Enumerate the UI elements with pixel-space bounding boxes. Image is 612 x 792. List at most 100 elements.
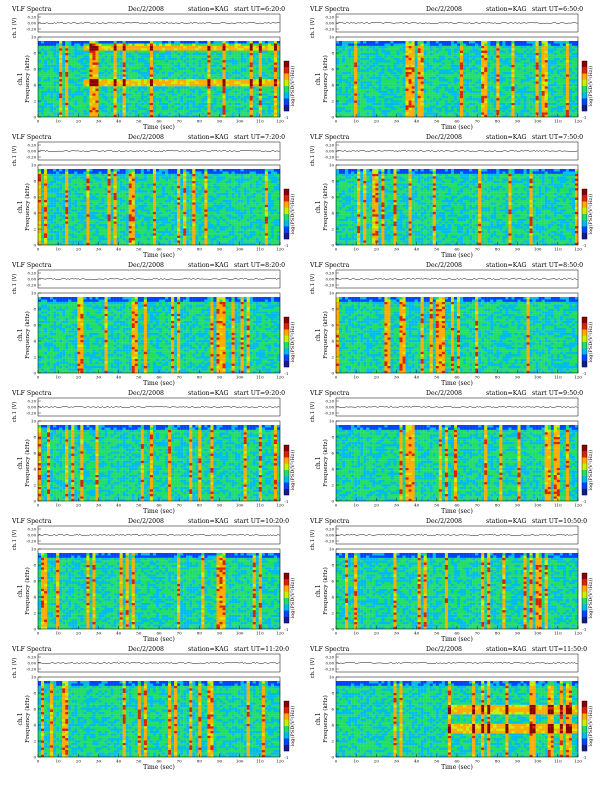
time-tick-label: 90 — [217, 247, 223, 252]
freq-tick-label: 10 — [31, 547, 37, 552]
colorbar-label: log(PSD(V²/Hz)) — [289, 450, 296, 491]
time-tick-label: 30 — [96, 247, 102, 252]
time-tick-label: 30 — [96, 759, 102, 764]
time-tick-label: 120 — [276, 759, 284, 764]
spectrogram-panel: VLF Spectra Dec/2/2008 station=KAG start UT… — [306, 516, 596, 644]
time-tick-label: 0 — [37, 631, 40, 636]
freq-tick-label: 4 — [33, 339, 36, 344]
colorbar-segment — [284, 323, 289, 330]
time-tick-label: 80 — [495, 375, 501, 380]
panel-title: VLF Spectra — [11, 262, 52, 269]
time-tick-label: 60 — [454, 759, 460, 764]
time-tick-label: 50 — [136, 375, 142, 380]
colorbar-segment — [284, 713, 289, 720]
spectrogram-svg: VLF Spectra Dec/2/2008 station=KAG start UT… — [11, 518, 296, 643]
time-tick-label: 80 — [197, 503, 203, 508]
time-tick-label: 70 — [475, 247, 481, 252]
time-tick-label: 30 — [96, 631, 102, 636]
time-tick-label: 110 — [256, 247, 264, 252]
spectrogram-svg: VLF Spectra Dec/2/2008 station=KAG start UT… — [309, 6, 594, 131]
panel-date: Dec/2/2008 — [128, 262, 164, 269]
time-axis-label: Time (sec) — [441, 252, 473, 259]
freq-axis-label-ch: ch.1 — [315, 457, 322, 470]
colorbar-segment — [284, 573, 289, 580]
colorbar-tick: -1 — [285, 627, 289, 632]
time-tick-label: 50 — [434, 503, 440, 508]
time-tick-label: 80 — [197, 247, 203, 252]
timeseries-ytick: 0.00 — [28, 533, 37, 538]
colorbar-segment — [582, 744, 587, 752]
timeseries-ytick: 0.20 — [326, 399, 335, 404]
time-tick-label: 90 — [217, 503, 223, 508]
panel-start-time: =10:50:0 — [558, 518, 587, 525]
panel-date: Dec/2/2008 — [426, 646, 462, 653]
timeseries-trace — [37, 661, 280, 665]
freq-tick-label: 4 — [331, 339, 334, 344]
colorbar-segment — [582, 207, 587, 215]
timeseries-ytick: 0.20 — [28, 271, 37, 276]
spectrogram-cells — [336, 41, 579, 118]
freq-tick-label: 4 — [331, 211, 334, 216]
timeseries-ylabel: ch.1 (V) — [11, 530, 18, 551]
time-tick-label: 110 — [256, 375, 264, 380]
freq-axis-label: Frequency (kHz) — [24, 695, 31, 743]
time-tick-label: 90 — [515, 759, 521, 764]
time-tick-label: 30 — [96, 503, 102, 508]
colorbar-segment — [582, 195, 587, 202]
colorbar-segment — [582, 451, 587, 458]
timeseries-ytick: -0.20 — [324, 411, 334, 416]
freq-axis-label: Frequency (kHz) — [24, 183, 31, 231]
colorbar-segment — [284, 610, 289, 617]
time-tick-label: 70 — [177, 631, 183, 636]
freq-tick-label: 0 — [331, 115, 334, 120]
colorbar-segment — [284, 738, 289, 745]
time-axis-label: Time (sec) — [143, 380, 175, 387]
time-tick-label: 90 — [515, 503, 521, 508]
timeseries-ylabel: ch.1 (V) — [309, 658, 316, 679]
freq-tick-label: 10 — [329, 547, 335, 552]
freq-tick-label: 0 — [33, 627, 36, 632]
colorbar-segment — [582, 73, 587, 80]
time-tick-label: 30 — [96, 375, 102, 380]
colorbar-segment — [284, 445, 289, 452]
spectrogram-svg: VLF Spectra Dec/2/2008 station=KAG start UT… — [309, 262, 594, 387]
freq-axis-label: Frequency (kHz) — [24, 55, 31, 103]
colorbar-segment — [284, 360, 289, 368]
freq-tick-label: 8 — [33, 51, 36, 56]
time-tick-label: 10 — [56, 375, 62, 380]
time-tick-label: 50 — [434, 247, 440, 252]
spectrogram-svg: VLF Spectra Dec/2/2008 station=KAG start UT… — [11, 646, 296, 771]
freq-axis-label: Frequency (kHz) — [322, 311, 329, 359]
time-tick-label: 120 — [276, 119, 284, 124]
colorbar-segment — [284, 86, 289, 93]
time-tick-label: 10 — [354, 247, 360, 252]
time-tick-label: 30 — [394, 503, 400, 508]
time-tick-label: 20 — [76, 759, 82, 764]
timeseries-ytick: 0.20 — [326, 271, 335, 276]
freq-tick-label: 2 — [331, 483, 334, 488]
colorbar-segment — [284, 732, 289, 739]
timeseries-trace — [335, 149, 578, 153]
time-tick-label: 60 — [156, 247, 162, 252]
freq-axis-label: Frequency (kHz) — [322, 183, 329, 231]
time-tick-label: 40 — [116, 759, 122, 764]
time-tick-label: 60 — [454, 375, 460, 380]
time-tick-label: 20 — [76, 247, 82, 252]
timeseries-ytick: -0.20 — [324, 155, 334, 160]
spectrogram-cells — [38, 41, 281, 118]
timeseries-ytick: -0.20 — [26, 283, 36, 288]
timeseries-ylabel: ch.1 (V) — [11, 658, 18, 679]
timeseries-ytick: 0.00 — [326, 149, 335, 154]
colorbar-segment — [582, 323, 587, 330]
freq-tick-label: 6 — [33, 579, 36, 584]
colorbar-segment — [284, 195, 289, 202]
time-tick-label: 120 — [276, 247, 284, 252]
spectrogram-svg: VLF Spectra Dec/2/2008 station=KAG start UT… — [309, 134, 594, 259]
colorbar-segment — [284, 482, 289, 489]
panel-start-label: start UT — [234, 518, 261, 525]
spectrogram-cells — [38, 553, 281, 630]
time-tick-label: 60 — [156, 119, 162, 124]
spectrogram-cells — [38, 169, 281, 246]
panel-date: Dec/2/2008 — [128, 518, 164, 525]
colorbar-segment — [284, 585, 289, 592]
